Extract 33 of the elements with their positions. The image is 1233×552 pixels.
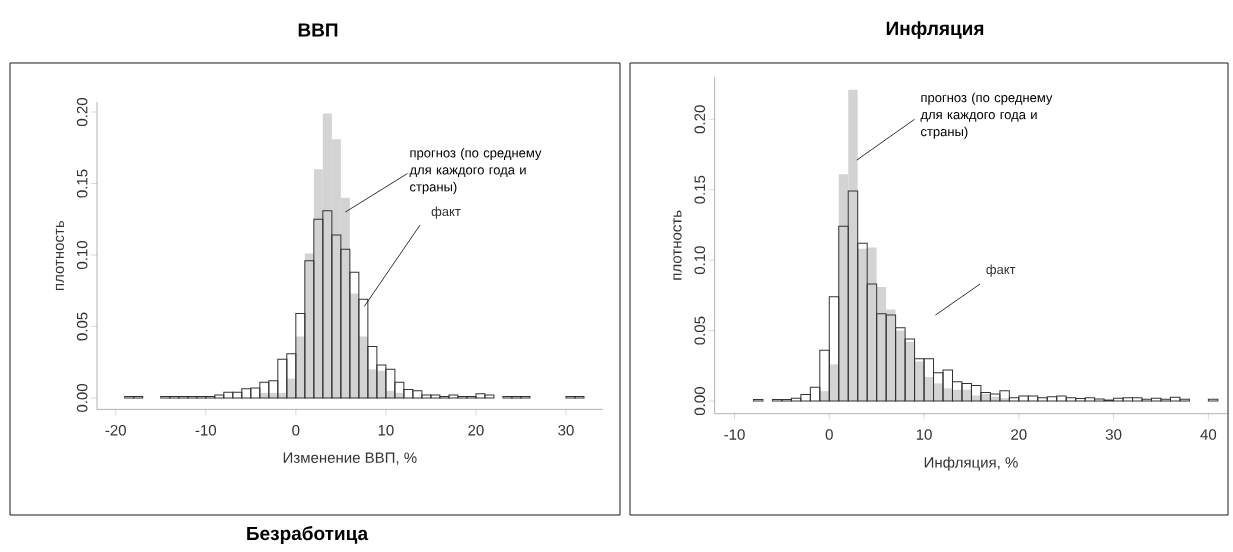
text: Безработица <box>247 526 369 544</box>
y-tick-label: 0.05 <box>76 312 88 341</box>
y-tick-label: 0.20 <box>76 98 88 127</box>
x-tick-label: 30 <box>1105 429 1122 440</box>
x-axis-title: Изменение ВВП, % <box>283 452 417 465</box>
y-tick-label: 0.00 <box>694 387 706 416</box>
text: факт <box>986 264 1016 277</box>
y-tick-label: 0.10 <box>694 246 706 275</box>
x-tick-label: 0 <box>825 429 833 440</box>
y-tick-label: 0.10 <box>76 240 88 269</box>
x-tick-label: -20 <box>105 424 126 436</box>
y-tick-label: 0.15 <box>694 175 706 204</box>
y-tick-label: 0.15 <box>76 169 88 198</box>
x-tick-label: 10 <box>916 429 932 440</box>
x-tick-label: 20 <box>468 424 484 436</box>
x-tick-label: 30 <box>558 424 574 436</box>
y-tick-label: 0.20 <box>694 105 706 134</box>
chart-title: Инфляция <box>886 21 984 39</box>
x-axis-title: Инфляция, % <box>924 456 1018 471</box>
y-axis-title: плотность <box>673 210 682 280</box>
text: прогноз (по среднему для каждого года и страны) <box>409 147 542 195</box>
x-tick-label: -10 <box>724 429 745 440</box>
x-tick-label: 20 <box>1011 429 1027 440</box>
x-tick-label: 0 <box>292 424 300 436</box>
y-tick-label: 0.00 <box>76 383 88 412</box>
chart-title: ВВП <box>298 23 338 37</box>
y-tick-label: 0.05 <box>694 316 706 345</box>
x-tick-label: 10 <box>378 424 394 436</box>
x-tick-label: 40 <box>1200 429 1217 440</box>
y-axis-title: плотность <box>55 220 64 291</box>
text: прогноз (по среднему для каждого года и страны) <box>920 92 1053 139</box>
text: факт <box>431 206 461 219</box>
x-tick-label: -10 <box>195 424 217 436</box>
